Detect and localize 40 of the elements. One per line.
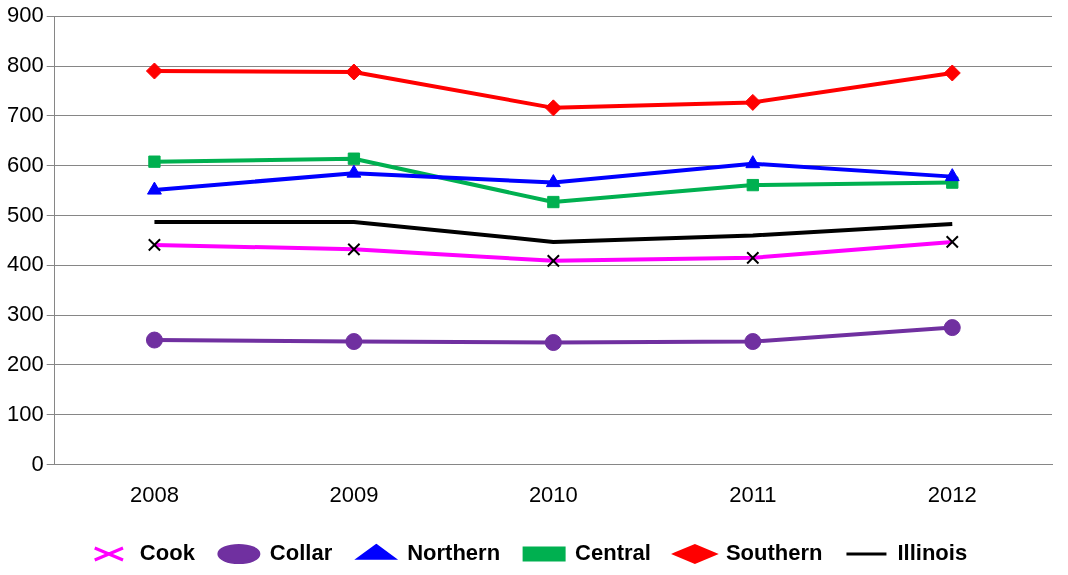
y-tick-label: 800	[6, 52, 44, 78]
y-tick-label: 300	[6, 301, 44, 327]
point	[545, 174, 561, 188]
y-tick-label: 600	[6, 151, 44, 177]
point	[346, 164, 362, 178]
y-tick-label: 700	[6, 101, 44, 127]
y-tick-label: 400	[6, 251, 44, 277]
x-tick-label: 2010	[528, 481, 578, 507]
legend-label: Cook	[139, 540, 196, 566]
point	[145, 62, 163, 80]
x-tick-label: 2012	[927, 481, 977, 507]
y-tick-label: 900	[6, 2, 44, 28]
legend-label: Illinois	[897, 540, 968, 566]
x-tick-label: 2009	[329, 481, 379, 507]
legend-label: Southern	[725, 540, 823, 566]
point	[745, 155, 761, 169]
y-tick-label: 0	[31, 450, 44, 476]
legend-label: Northern	[407, 540, 501, 566]
point	[345, 333, 363, 351]
point	[147, 181, 162, 195]
point	[943, 319, 961, 337]
point	[744, 333, 762, 351]
x-tick-label: 2008	[129, 481, 179, 507]
point	[544, 334, 562, 352]
point	[944, 168, 960, 182]
point	[148, 155, 161, 168]
y-tick-label: 500	[6, 201, 44, 227]
point	[345, 63, 363, 81]
y-tick-label: 100	[6, 400, 44, 426]
point	[347, 152, 361, 165]
point	[943, 64, 961, 82]
point	[544, 99, 562, 117]
legend-label: Central	[575, 540, 651, 566]
point	[145, 331, 163, 349]
y-tick-label: 200	[6, 351, 44, 377]
point	[746, 178, 759, 192]
legend-label: Collar	[269, 540, 333, 566]
point	[744, 93, 762, 111]
point	[547, 195, 560, 209]
x-tick-label: 2011	[729, 481, 777, 507]
